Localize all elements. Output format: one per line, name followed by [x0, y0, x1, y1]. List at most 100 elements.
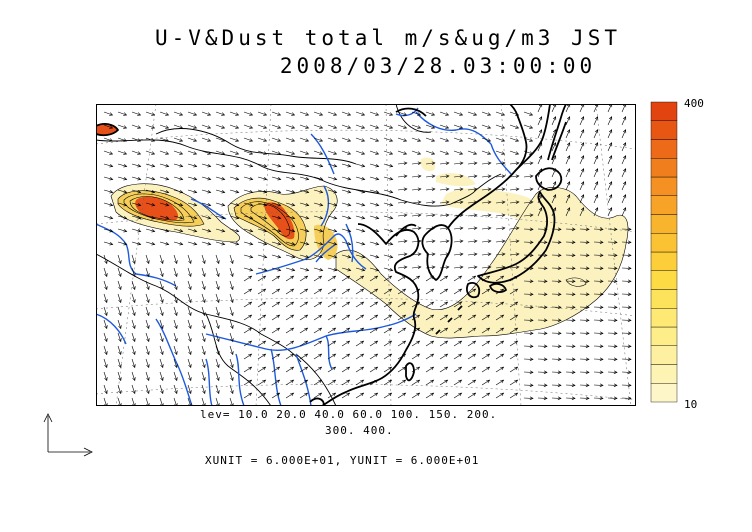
wind-arrow-head: [319, 202, 324, 207]
wind-arrow-head: [347, 176, 352, 181]
wind-arrow: [187, 267, 192, 277]
wind-arrow-head: [472, 288, 477, 293]
wind-arrow: [509, 240, 519, 243]
wind-arrow-head: [104, 338, 108, 343]
wind-arrow-head: [388, 353, 393, 358]
wind-arrow-head: [319, 189, 324, 194]
wind-arrow: [453, 137, 463, 142]
wind-arrow-head: [388, 379, 393, 384]
wind-arrow: [299, 228, 309, 232]
wind-arrow: [117, 319, 122, 329]
wind-arrow-head: [118, 299, 122, 304]
wind-arrow-head: [375, 189, 380, 194]
wind-arrow: [481, 227, 491, 230]
wind-arrow-head: [248, 301, 253, 306]
wind-arrow: [173, 306, 178, 316]
wind-arrow: [495, 188, 505, 191]
wind-arrow-head: [305, 267, 310, 272]
wind-arrow: [467, 111, 477, 116]
wind-arrow: [369, 327, 378, 334]
wind-arrow-head: [529, 318, 534, 323]
wind-arrow: [509, 227, 519, 230]
wind-arrow: [229, 163, 239, 167]
wind-arrow-head: [160, 286, 164, 291]
wind-arrow: [131, 345, 136, 355]
wind-arrow-head: [332, 379, 337, 384]
wind-arrow-head: [375, 215, 380, 220]
wind-arrow-head: [333, 241, 338, 246]
wind-arrow-head: [262, 392, 267, 397]
wind-arrow: [159, 332, 164, 342]
wind-arrow: [467, 392, 476, 399]
wind-arrow-head: [402, 340, 407, 345]
wind-arrow: [103, 280, 108, 290]
wind-arrow-head: [571, 383, 576, 388]
wind-arrow: [481, 353, 490, 360]
wind-arrow: [355, 392, 364, 399]
wind-arrow: [397, 227, 407, 230]
wind-arrow-head: [118, 286, 122, 291]
wind-arrow-head: [277, 228, 282, 233]
wind-arrow: [131, 202, 141, 206]
wind-arrow: [103, 202, 113, 206]
wind-arrow: [327, 340, 336, 347]
wind-arrow-head: [221, 215, 226, 220]
wind-arrow-head: [580, 155, 585, 160]
wind-arrow: [397, 266, 407, 269]
wind-arrow: [313, 202, 323, 206]
wind-arrow-head: [622, 207, 627, 212]
wind-arrow: [509, 301, 518, 308]
wind-arrow-head: [501, 151, 506, 155]
wind-arrow-head: [346, 379, 351, 384]
wind-arrow-head: [444, 301, 449, 306]
wind-arrow: [355, 327, 364, 334]
wind-arrow: [103, 124, 113, 129]
wind-arrow-head: [146, 403, 150, 406]
wind-arrow-head: [594, 104, 599, 108]
wind-arrow-head: [486, 301, 491, 306]
wind-arrow: [187, 163, 197, 167]
wind-arrow-head: [529, 174, 534, 179]
wind-arrow-head: [193, 163, 198, 168]
wind-arrow: [173, 358, 178, 368]
wind-arrow-head: [123, 228, 128, 233]
wind-arrow: [201, 241, 211, 245]
wind-arrow-head: [472, 275, 477, 280]
wind-arrow-head: [347, 138, 352, 142]
wind-arrow-head: [486, 353, 491, 358]
wind-arrow: [243, 327, 252, 334]
wind-arrow-head: [459, 200, 464, 205]
wind-arrow-head: [552, 207, 557, 212]
wind-arrow-head: [594, 168, 599, 173]
colorbar-segment: [650, 364, 678, 384]
wind-arrow-head: [137, 163, 142, 168]
wind-arrow: [145, 332, 150, 342]
wind-arrow-head: [444, 392, 449, 397]
wind-arrow: [201, 254, 206, 264]
wind-arrow-head: [500, 327, 505, 332]
wind-arrow-head: [291, 241, 296, 246]
wind-arrow: [313, 267, 323, 271]
wind-arrow-head: [248, 314, 253, 319]
wind-arrow: [579, 116, 584, 126]
wind-arrow-head: [202, 351, 206, 356]
wind-arrow: [495, 366, 504, 373]
wind-arrow-head: [557, 253, 562, 258]
wind-arrow-head: [417, 252, 422, 257]
wind-arrow: [341, 275, 350, 282]
wind-arrow-head: [179, 202, 184, 207]
wind-arrow: [495, 214, 505, 217]
wind-arrow: [327, 267, 337, 271]
wind-arrow-head: [249, 241, 254, 246]
wind-arrow: [495, 275, 504, 282]
wind-arrow-head: [486, 327, 491, 332]
wind-arrow-head: [444, 314, 449, 319]
wind-arrow: [481, 301, 490, 308]
wind-arrow-head: [319, 215, 324, 220]
wind-arrow-head: [151, 151, 156, 155]
wind-arrow: [215, 189, 225, 193]
wind-arrow: [607, 207, 612, 217]
wind-arrow-head: [304, 340, 309, 345]
wind-arrow: [299, 241, 309, 245]
wind-arrow-head: [276, 392, 281, 397]
